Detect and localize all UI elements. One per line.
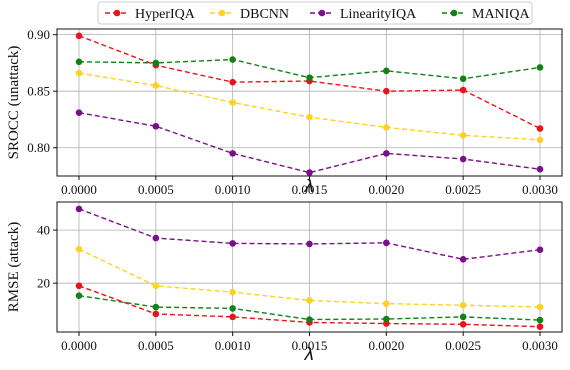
y-tick-label: 0.85 <box>27 84 50 99</box>
x-tick-label: 0.0020 <box>368 182 404 197</box>
maniqa-point <box>459 75 467 83</box>
x-tick-label: 0.0010 <box>215 182 251 197</box>
dbcnn-point <box>459 131 467 139</box>
x-tick-label: 0.0030 <box>522 338 558 353</box>
linearityiqa-legend-marker <box>318 9 326 17</box>
x-tick-label: 0.0000 <box>61 182 97 197</box>
y-axis-label: RMSE (attack) <box>6 222 22 312</box>
hyperiqa-point <box>459 86 467 94</box>
linearityiqa-point <box>75 109 83 116</box>
dbcnn-point <box>152 282 160 290</box>
x-tick-label: 0.0015 <box>292 338 328 353</box>
linearityiqa-point <box>459 256 467 263</box>
y-tick-label: 20 <box>37 276 50 291</box>
maniqa-point <box>229 305 236 312</box>
y-axis-label: SROCC (unattack) <box>6 46 22 160</box>
hyperiqa-legend-marker <box>113 9 121 17</box>
dbcnn-point <box>75 69 83 77</box>
x-tick-label: 0.0015 <box>292 182 328 197</box>
linearityiqa-point <box>459 155 467 163</box>
dbcnn-legend-marker <box>218 9 226 17</box>
linearityiqa-point <box>383 150 390 157</box>
dbcnn-point <box>152 82 160 89</box>
dbcnn-point <box>306 113 313 121</box>
maniqa-point <box>383 315 390 323</box>
x-tick-label: 0.0005 <box>138 338 174 353</box>
hyperiqa-point <box>459 321 467 328</box>
hyperiqa-point <box>383 320 390 327</box>
maniqa-point <box>306 316 313 323</box>
linearityiqa-point <box>536 165 544 173</box>
legend: HyperIQA DBCNN LinearityIQA MANIQA <box>97 1 533 25</box>
hyperiqa-point <box>75 32 83 40</box>
dbcnn-point <box>536 303 544 311</box>
linearityiqa-point <box>229 240 236 247</box>
hyperiqa-point <box>229 78 236 86</box>
maniqa-point <box>306 74 313 81</box>
dbcnn-point <box>229 288 236 296</box>
maniqa-point <box>459 313 467 321</box>
maniqa-point <box>75 58 83 66</box>
maniqa-point <box>536 316 544 324</box>
x-tick-label: 0.0005 <box>138 182 174 197</box>
hyperiqa-point <box>383 87 390 95</box>
maniqa-point <box>383 67 390 75</box>
x-tick-label: 0.0020 <box>368 338 404 353</box>
hyperiqa-point <box>152 310 160 318</box>
dbcnn-point <box>306 297 313 304</box>
dbcnn-legend-label: DBCNN <box>240 7 289 22</box>
x-tick-label: 0.0025 <box>445 182 481 197</box>
linearityiqa-point <box>152 122 160 130</box>
hyperiqa-point <box>536 323 544 330</box>
x-tick-label: 0.0000 <box>61 338 97 353</box>
x-axis-label: λ <box>303 177 314 197</box>
x-tick-label: 0.0025 <box>445 338 481 353</box>
dbcnn-point <box>229 99 236 106</box>
linearityiqa-point <box>306 169 313 176</box>
hyperiqa-point <box>75 282 83 290</box>
x-tick-label: 0.0010 <box>215 338 251 353</box>
linearityiqa-point <box>536 246 544 254</box>
y-tick-label: 40 <box>37 223 50 238</box>
hyperiqa-point <box>536 125 544 132</box>
hyperiqa-point <box>229 313 236 321</box>
x-axis-label: λ <box>303 345 314 365</box>
dbcnn-point <box>383 124 390 131</box>
dbcnn-point <box>383 300 390 307</box>
maniqa-point <box>152 59 160 67</box>
maniqa-legend-label: MANIQA <box>472 7 530 22</box>
maniqa-point <box>536 64 544 71</box>
linearityiqa-point <box>306 240 313 248</box>
linearityiqa-point <box>152 234 160 242</box>
dbcnn-point <box>459 301 467 309</box>
linearityiqa-point <box>229 150 236 157</box>
maniqa-point <box>75 292 83 299</box>
hyperiqa-legend-label: HyperIQA <box>135 7 196 22</box>
y-tick-label: 0.80 <box>27 140 50 155</box>
maniqa-point <box>229 56 236 63</box>
linearityiqa-point <box>75 205 83 213</box>
rmse-chart: 0.0000 0.0005 0.0010 0.0015 0.0020 0.0025 0.00… <box>6 201 563 365</box>
linearityiqa-legend-label: LinearityIQA <box>340 7 417 22</box>
linearityiqa-point <box>383 239 390 247</box>
maniqa-legend-marker <box>450 9 458 17</box>
dbcnn-point <box>536 136 544 144</box>
srocc-chart: 0.0000 0.0005 0.0010 0.0015 0.0020 0.0025 0.00… <box>6 27 563 197</box>
dbcnn-point <box>75 245 83 253</box>
maniqa-point <box>152 303 160 311</box>
y-tick-label: 0.90 <box>27 27 50 42</box>
x-tick-label: 0.0030 <box>522 182 558 197</box>
